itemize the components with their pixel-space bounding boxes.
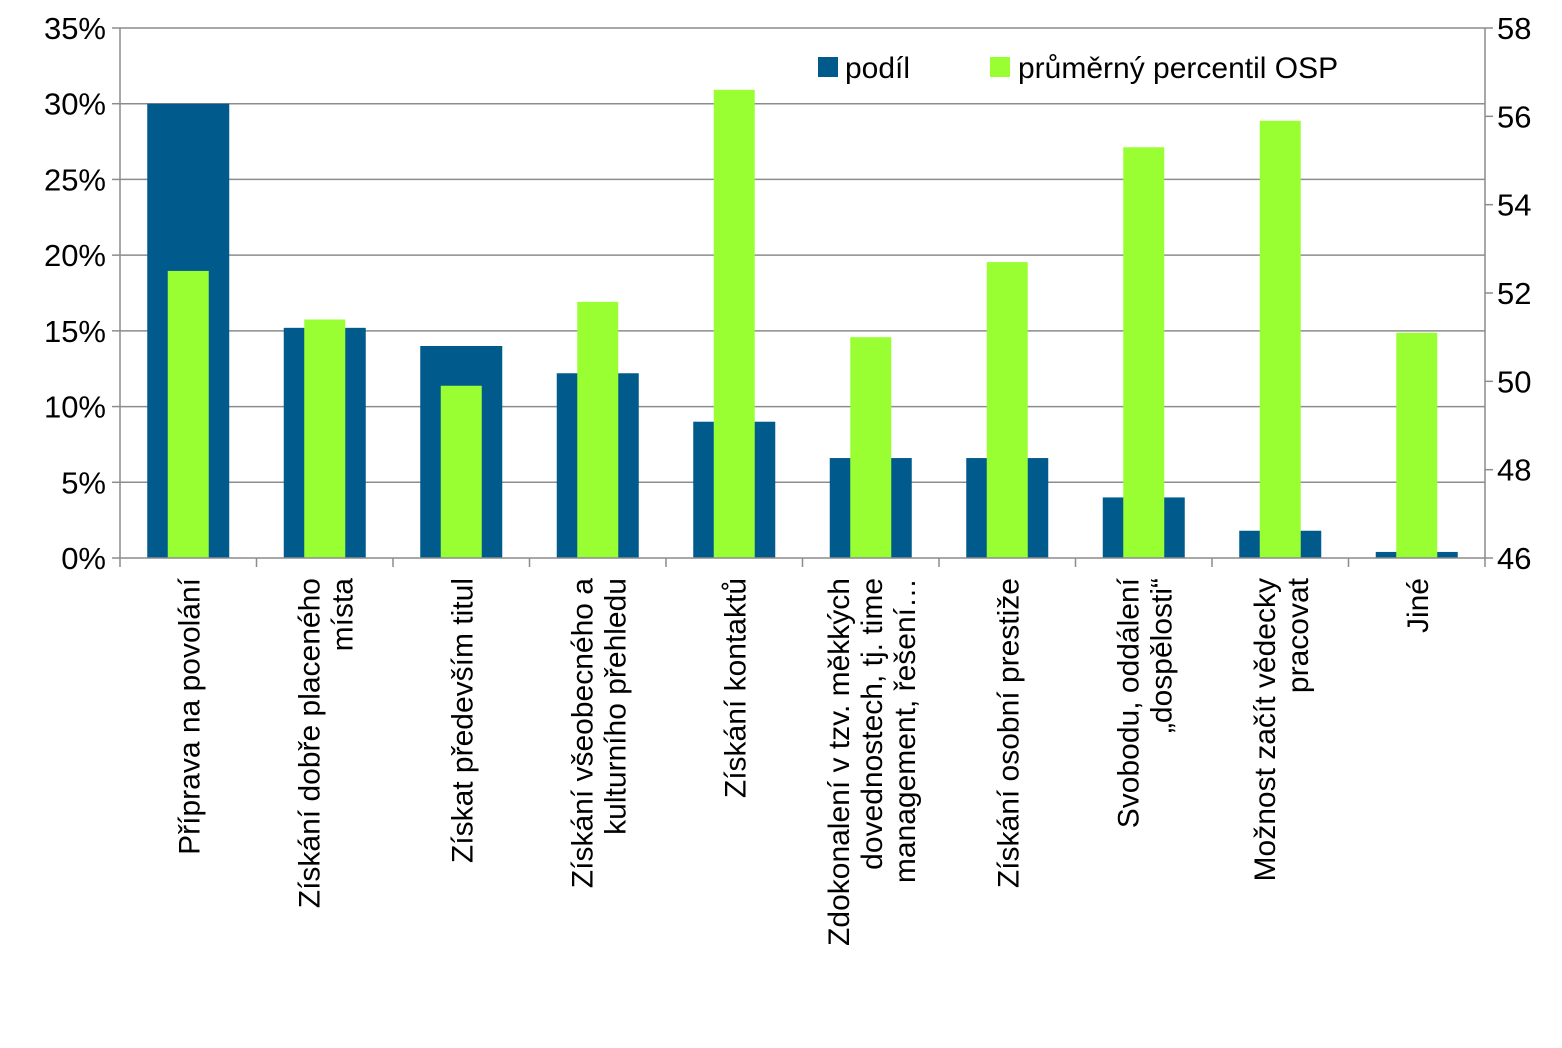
bar-percentil [577,301,619,558]
bar-percentil [440,385,482,558]
x-category-label: Svobodu, oddálení [1112,577,1145,828]
x-category-label: Možnost začít vědecky [1249,578,1282,881]
x-category-label: Získání kontaktů [719,578,752,798]
left-tick-label: 30% [44,87,106,122]
left-tick-label: 25% [44,162,106,197]
x-category-label: „dospělosti“ [1145,578,1178,733]
x-category-label: Získat především titul [446,578,479,863]
bar-percentil [1259,120,1301,558]
x-category-label: Získání dobře placeného [293,578,326,908]
left-tick-label: 20% [44,238,106,273]
right-axis-ticks: 46 48 50 52 54 56 58 [1485,11,1531,576]
left-tick-label: 15% [44,314,106,349]
right-tick-label: 52 [1497,276,1531,311]
x-axis-labels: Příprava na povolání Získání dobře placen… [173,577,1435,946]
x-category-label: Získání všeobecného a [566,578,599,889]
right-tick-label: 58 [1497,11,1531,46]
right-tick-label: 46 [1497,541,1531,576]
bar-percentil [167,270,209,558]
legend-swatch-podil [818,57,838,77]
x-category-label: místa [326,578,359,652]
bar-percentil [1396,332,1438,558]
bar-percentil [304,319,346,558]
left-axis-ticks: 0% 5% 10% 15% 20% 25% 30% 35% [44,11,120,576]
bar-percentil [850,337,892,558]
legend: podíl průměrný percentil OSP [818,52,1338,85]
legend-label-percentil: průměrný percentil OSP [1018,52,1338,85]
left-tick-label: 10% [44,390,106,425]
x-category-label: Zdokonalení v tzv. měkkých [823,578,856,946]
legend-label-podil: podíl [845,52,910,85]
left-tick-label: 5% [61,465,106,500]
left-tick-label: 0% [61,541,106,576]
x-category-label: Získání osobní prestiže [992,578,1025,888]
bar-percentil [713,89,755,558]
bar-percentil [986,262,1028,558]
x-category-label: Příprava na povolání [173,577,206,855]
x-category-label: dovednostech, tj. time [856,578,889,870]
right-tick-label: 50 [1497,364,1531,399]
right-tick-label: 56 [1497,99,1531,134]
right-tick-label: 48 [1497,453,1531,488]
right-tick-label: 54 [1497,188,1531,223]
x-category-label: Jiné [1402,578,1435,633]
x-category-label: kulturního přehledu [599,578,632,835]
left-tick-label: 35% [44,11,106,46]
bar-percentil [1123,147,1165,558]
x-category-label: pracovat [1282,577,1315,693]
bars [147,89,1458,558]
x-category-label: management, řešení… [889,578,922,883]
legend-swatch-percentil [990,57,1010,77]
